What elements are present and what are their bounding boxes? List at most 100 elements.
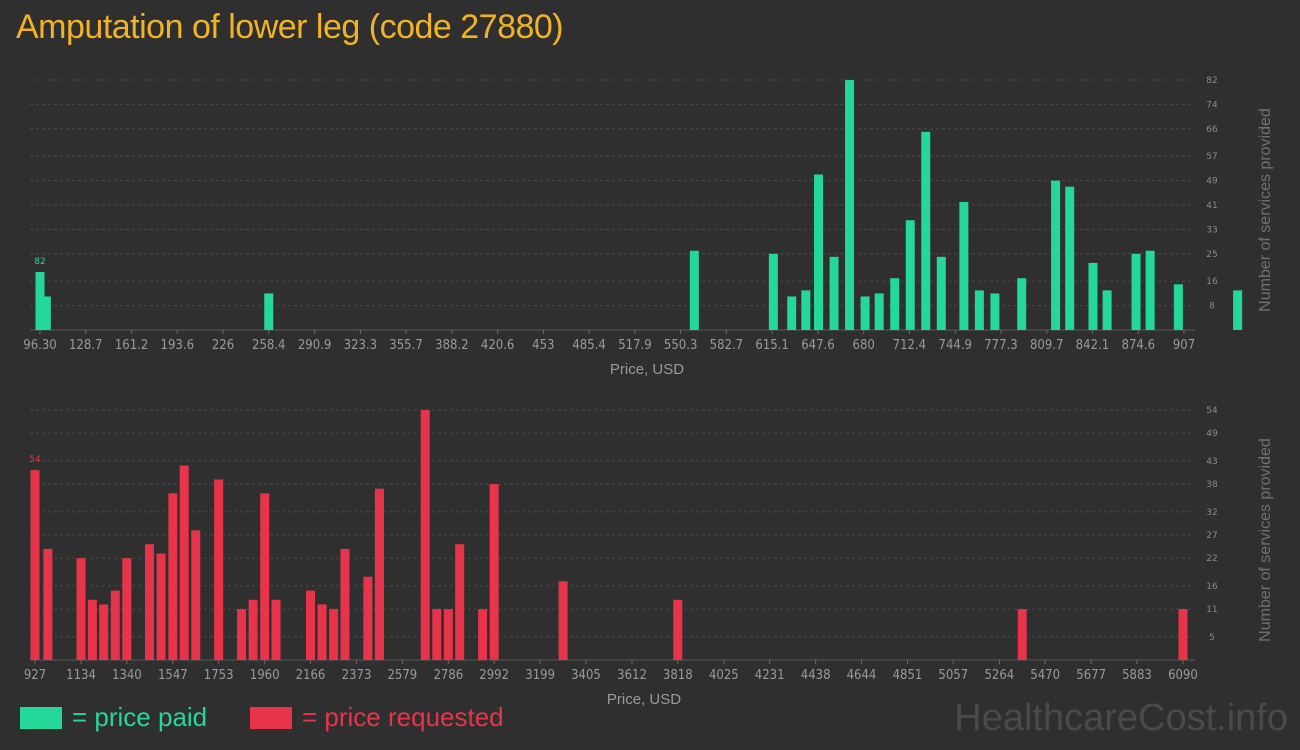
- bar: [1102, 290, 1112, 330]
- y-tick-label: 49: [1206, 177, 1218, 187]
- bar: [43, 548, 53, 660]
- bar: [860, 296, 870, 330]
- bar: [787, 296, 797, 330]
- bar: [260, 493, 270, 660]
- x-tick-label: 290.9: [298, 338, 331, 353]
- bar: [179, 465, 189, 660]
- x-tick-label: 4851: [893, 668, 923, 683]
- x-tick-label: 6090: [1168, 668, 1198, 683]
- bar: [420, 410, 430, 660]
- y-tick-label: 16: [1206, 277, 1218, 287]
- bar: [1088, 262, 1098, 330]
- x-tick-label: 2786: [433, 668, 463, 683]
- x-tick-label: 5883: [1122, 668, 1152, 683]
- bar: [87, 599, 97, 660]
- x-tick-label: 927: [24, 668, 46, 683]
- x-tick-label: 420.6: [481, 338, 514, 353]
- x-tick-label: 1547: [158, 668, 188, 683]
- legend-paid: = price paid: [20, 702, 207, 733]
- bar: [1173, 284, 1183, 330]
- bar: [1145, 250, 1155, 330]
- x-tick-label: 193.6: [161, 338, 194, 353]
- bar: [455, 544, 465, 660]
- bar: [271, 599, 281, 660]
- bar: [1051, 180, 1061, 330]
- bar: [122, 558, 132, 660]
- bar: [317, 604, 327, 660]
- x-tick-label: 323.3: [344, 338, 377, 353]
- bar: [1017, 278, 1027, 330]
- x-tick-label: 2166: [296, 668, 326, 683]
- bar: [1017, 609, 1027, 660]
- bar: [110, 590, 120, 660]
- x-tick-label: 4644: [847, 668, 877, 683]
- bar: [1065, 186, 1075, 330]
- bar: [890, 278, 900, 330]
- y-tick-label: 49: [1206, 429, 1218, 439]
- x-tick-label: 96.30: [23, 338, 56, 353]
- bar: [329, 609, 339, 660]
- x-tick-label: 712.4: [893, 338, 926, 353]
- bar: [76, 558, 86, 660]
- x-tick-label: 809.7: [1030, 338, 1063, 353]
- y-axis-title: Number of services provided: [1257, 438, 1274, 642]
- x-tick-label: 388.2: [435, 338, 468, 353]
- x-tick-label: 647.6: [801, 338, 834, 353]
- x-tick-label: 2373: [342, 668, 372, 683]
- bar: [156, 553, 166, 660]
- bar: [936, 256, 946, 330]
- x-tick-label: 907: [1173, 338, 1195, 353]
- x-tick-label: 453: [532, 338, 554, 353]
- x-tick-label: 777.3: [984, 338, 1017, 353]
- bar: [432, 609, 442, 660]
- bar: [340, 548, 350, 660]
- x-tick-label: 1340: [112, 668, 142, 683]
- y-tick-label: 82: [1206, 76, 1217, 86]
- x-tick-label: 5264: [984, 668, 1014, 683]
- x-tick-label: 2992: [479, 668, 509, 683]
- x-tick-label: 4231: [755, 668, 785, 683]
- x-tick-label: 4438: [801, 668, 831, 683]
- y-tick-label: 43: [1206, 457, 1217, 467]
- bar: [443, 609, 453, 660]
- x-tick-label: 5677: [1076, 668, 1106, 683]
- legend-requested: = price requested: [250, 702, 504, 733]
- bar: [845, 80, 855, 330]
- x-tick-label: 161.2: [115, 338, 148, 353]
- y-tick-label: 8: [1209, 302, 1215, 312]
- bar: [768, 253, 778, 330]
- x-tick-label: 128.7: [69, 338, 102, 353]
- x-tick-label: 4025: [709, 668, 739, 683]
- bar: [99, 604, 109, 660]
- y-tick-label: 54: [1206, 406, 1218, 416]
- x-tick-label: 1753: [204, 668, 234, 683]
- bar: [305, 590, 315, 660]
- max-value-label: 82: [34, 257, 45, 267]
- bar: [1233, 290, 1243, 330]
- bar: [829, 256, 839, 330]
- x-tick-label: 615.1: [755, 338, 788, 353]
- legend-requested-label: = price requested: [302, 702, 504, 732]
- x-tick-label: 517.9: [618, 338, 651, 353]
- bar: [905, 220, 915, 330]
- x-tick-label: 1960: [250, 668, 280, 683]
- bar: [363, 576, 373, 660]
- bar: [248, 599, 258, 660]
- bar: [145, 544, 155, 660]
- bar: [558, 581, 568, 660]
- legend-paid-swatch: [20, 706, 62, 729]
- bar: [214, 479, 224, 660]
- y-tick-label: 25: [1206, 250, 1217, 260]
- bar: [814, 174, 824, 330]
- y-tick-label: 16: [1206, 582, 1218, 592]
- bar: [264, 293, 274, 330]
- bar: [874, 293, 884, 330]
- x-tick-label: 842.1: [1076, 338, 1109, 353]
- page-title: Amputation of lower leg (code 27880): [16, 8, 564, 46]
- bar: [1131, 253, 1141, 330]
- x-tick-label: 744.9: [939, 338, 972, 353]
- x-tick-label: 3199: [525, 668, 555, 683]
- bar: [489, 484, 499, 660]
- bar: [959, 201, 969, 330]
- x-tick-label: 5057: [938, 668, 968, 683]
